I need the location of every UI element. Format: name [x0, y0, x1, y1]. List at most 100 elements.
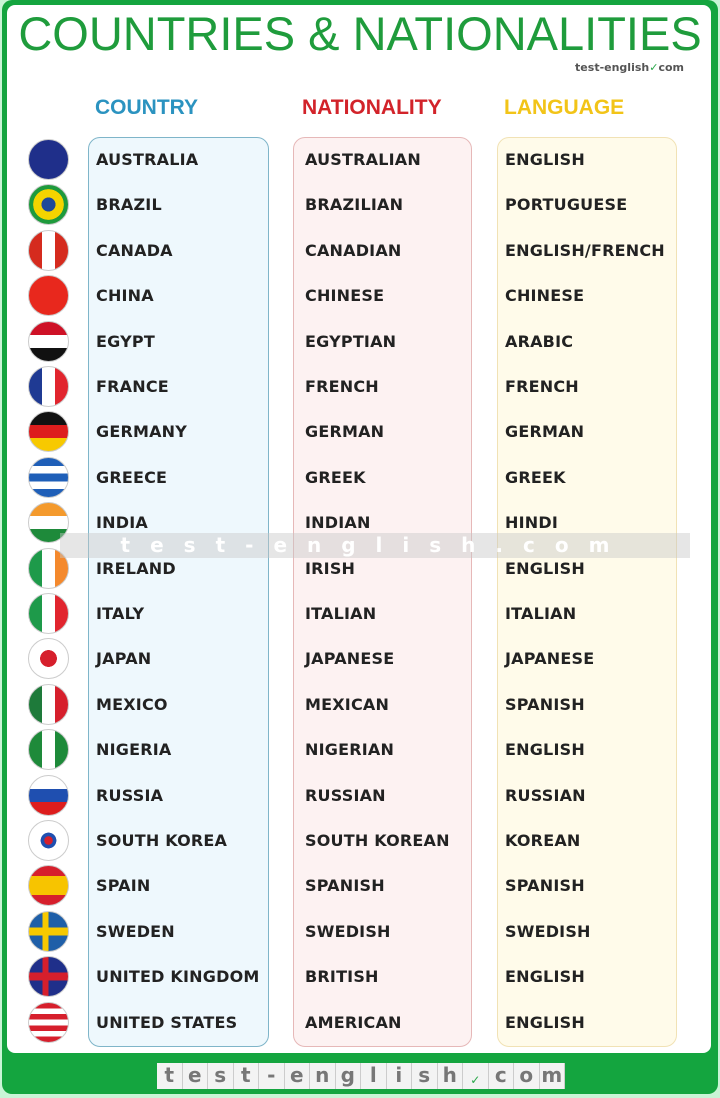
country-name: FRANCE [96, 377, 169, 396]
country-name: MEXICO [96, 694, 168, 714]
country-name: INDIA [96, 513, 148, 533]
nationality-name: ITALIAN [305, 604, 377, 623]
table-row: CANADA CANADIAN ENGLISH/FRENCH [0, 229, 720, 273]
language-name: ENGLISH [505, 558, 585, 578]
nationality-name: IRISH [305, 558, 356, 578]
ireland-flag-icon [28, 547, 69, 589]
language-name: SPANISH [505, 694, 585, 714]
footer-letter: e [285, 1063, 310, 1089]
nationality-name: AMERICAN [305, 1012, 402, 1032]
brazil-flag-icon [28, 184, 69, 226]
footer-letter: l [361, 1063, 387, 1089]
page-title: COUNTRIES & NATIONALITIES [18, 7, 702, 60]
footer-letter: o [514, 1063, 540, 1089]
language-name: PORTUGUESE [505, 195, 628, 215]
footer-letter: e [183, 1063, 208, 1089]
footer-letter: s [412, 1063, 438, 1089]
brand-name: test-english [575, 61, 650, 74]
nationality-name: NIGERIAN [305, 740, 395, 760]
language-name: RUSSIAN [505, 785, 586, 805]
table-row: IRELAND IRISH ENGLISH [0, 547, 720, 591]
nationality-name: INDIAN [305, 513, 371, 533]
table-row: SWEDEN SWEDISH SWEDISH [0, 910, 720, 954]
table-row: UNITED KINGDOM BRITISH ENGLISH [0, 955, 720, 999]
italy-flag-icon [28, 593, 69, 634]
check-icon: ✓ [649, 61, 659, 74]
country-name: RUSSIA [96, 785, 164, 805]
language-name: FRENCH [505, 377, 579, 396]
language-name: KOREAN [505, 831, 581, 850]
language-name: ARABIC [505, 331, 574, 351]
table-row: BRAZIL BRAZILIAN PORTUGUESE [0, 183, 720, 227]
mexico-flag-icon [28, 683, 69, 725]
country-name: GREECE [96, 467, 168, 487]
nationality-name: GREEK [305, 467, 366, 487]
country-name: SWEDEN [96, 921, 175, 941]
table-row: ITALY ITALIAN ITALIAN [0, 592, 720, 636]
nationality-name: BRITISH [305, 967, 379, 987]
table-row: JAPAN JAPANESE JAPANESE [0, 637, 720, 681]
russia-flag-icon [28, 774, 69, 816]
footer-letter: i [387, 1063, 412, 1089]
nationality-name: JAPANESE [305, 649, 395, 669]
india-flag-icon [28, 502, 69, 544]
footer-logo: t e s t - e n g l i s h ✓ c o m [157, 1063, 565, 1089]
nationality-name: MEXICAN [305, 694, 390, 714]
language-name: ENGLISH [505, 967, 585, 987]
canada-flag-icon [28, 229, 69, 271]
country-name: GERMANY [96, 422, 188, 442]
footer-letter: s [208, 1063, 234, 1089]
nationality-name: GERMAN [305, 422, 385, 442]
table-row: AUSTRALIA AUSTRALIAN ENGLISH [0, 138, 720, 182]
table-row: EGYPT EGYPTIAN ARABIC [0, 320, 720, 364]
footer-letter: m [540, 1063, 565, 1089]
table-row: GERMANY GERMAN GERMAN [0, 410, 720, 454]
country-name: UNITED KINGDOM [96, 967, 260, 987]
table-row: MEXICO MEXICAN SPANISH [0, 683, 720, 727]
language-name: ENGLISH [505, 150, 585, 169]
table-row: GREECE GREEK GREEK [0, 456, 720, 500]
usa-flag-icon [28, 1001, 69, 1043]
nationality-name: FRENCH [305, 377, 379, 396]
country-name: EGYPT [96, 331, 155, 351]
language-name: SWEDISH [505, 921, 591, 941]
header-country: COUNTRY [95, 96, 199, 119]
table-row: UNITED STATES AMERICAN ENGLISH [0, 1001, 720, 1045]
table-row: SPAIN SPANISH SPANISH [0, 864, 720, 908]
australia-flag-icon [28, 139, 69, 180]
country-name: AUSTRALIA [96, 150, 199, 169]
japan-flag-icon [28, 638, 69, 680]
germany-flag-icon [28, 411, 69, 453]
country-name: SPAIN [96, 876, 151, 896]
greece-flag-icon [28, 456, 69, 498]
uk-flag-icon [28, 956, 69, 998]
footer-letter: n [310, 1063, 336, 1089]
footer-letter: h [438, 1063, 463, 1089]
brand-suffix: com [658, 61, 684, 74]
language-name: CHINESE [505, 286, 585, 306]
nationality-name: SWEDISH [305, 921, 391, 941]
language-column [497, 137, 677, 1047]
language-name: ENGLISH [505, 740, 585, 760]
france-flag-icon [28, 366, 69, 407]
footer-letter: t [234, 1063, 259, 1089]
country-name: UNITED STATES [96, 1012, 238, 1032]
table-row: FRANCE FRENCH FRENCH [0, 365, 720, 409]
nationality-name: CANADIAN [305, 240, 402, 260]
country-name: NIGERIA [96, 740, 172, 760]
spain-flag-icon [28, 865, 69, 907]
nationality-column [293, 137, 472, 1047]
table-row: CHINA CHINESE CHINESE [0, 274, 720, 318]
footer-letter: c [489, 1063, 514, 1089]
language-name: GREEK [505, 467, 566, 487]
country-name: JAPAN [96, 649, 152, 669]
south-korea-flag-icon [28, 820, 69, 861]
footer-letter: g [336, 1063, 361, 1089]
nationality-name: RUSSIAN [305, 785, 386, 805]
footer-letter: ✓ [463, 1063, 489, 1089]
table-row: INDIA INDIAN HINDI [0, 501, 720, 545]
nationality-name: EGYPTIAN [305, 331, 397, 351]
footer-letter: - [259, 1063, 285, 1089]
brand-logo: test-english✓com [575, 61, 684, 75]
table-row: SOUTH KOREA SOUTH KOREAN KOREAN [0, 819, 720, 863]
